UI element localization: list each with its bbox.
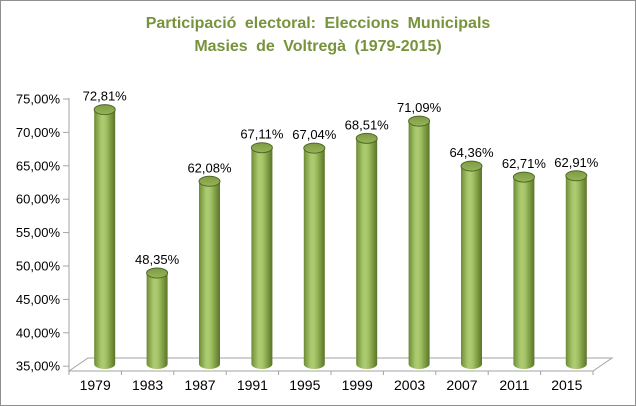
bar-value-label: 62,91% [554, 155, 599, 170]
bar-2015 [565, 175, 587, 369]
x-axis-label: 2003 [394, 377, 425, 393]
bar-2007 [461, 166, 482, 369]
x-axis-label: 2007 [446, 377, 477, 393]
bar-top-2007 [460, 160, 483, 172]
bar-top-1999 [355, 132, 378, 144]
x-axis-label: 1991 [237, 377, 268, 393]
x-axis-label: 1979 [80, 377, 111, 393]
bar-value-label: 68,51% [345, 117, 390, 132]
bar-1983 [146, 273, 168, 369]
bar-top-2011 [512, 171, 535, 183]
x-axis-label: 1983 [132, 377, 163, 393]
x-axis-label: 1999 [342, 377, 373, 393]
bar-top-1987 [198, 175, 221, 187]
y-tick-label: 45,00% [16, 292, 61, 307]
bar-value-label: 64,36% [449, 145, 494, 160]
bar-value-label: 67,11% [240, 127, 284, 142]
x-axis-label: 2011 [499, 377, 529, 393]
bar-value-label: 62,08% [187, 160, 232, 175]
y-tick-label: 70,00% [16, 125, 61, 140]
bar-value-label: 72,81% [83, 89, 128, 104]
bar-top-1991 [250, 142, 273, 154]
bar-top-1995 [303, 142, 326, 154]
x-axis-label: 1987 [184, 377, 215, 393]
bar-top-1983 [146, 267, 169, 279]
bar-2003 [408, 121, 430, 369]
x-axis-label: 2015 [551, 377, 582, 393]
bar-top-2003 [408, 115, 431, 127]
bar-2011 [513, 177, 535, 369]
chart-title: Participació electoral: Eleccions Munici… [1, 12, 635, 58]
bar-1999 [356, 138, 378, 369]
y-tick-label: 65,00% [16, 158, 61, 173]
bar-top-1979 [93, 104, 116, 116]
bar-value-label: 48,35% [135, 252, 180, 267]
y-tick-label: 55,00% [16, 225, 61, 240]
chart-title-line1: Participació electoral: Eleccions Munici… [145, 15, 491, 32]
bar-1979 [94, 109, 116, 369]
bar-top-2015 [565, 170, 588, 182]
bar-value-label: 67,04% [292, 127, 337, 142]
y-tick-label: 35,00% [16, 359, 61, 374]
y-tick-label: 40,00% [16, 325, 61, 340]
y-tick-label: 75,00% [16, 92, 61, 107]
bar-1991 [251, 147, 273, 369]
bar-1987 [199, 181, 220, 369]
bar-value-label: 62,71% [502, 156, 547, 171]
chart-title-line2: Masies de Voltregà (1979-2015) [194, 38, 442, 55]
y-tick-label: 50,00% [16, 259, 61, 274]
bar-1995 [303, 148, 325, 369]
y-tick-label: 60,00% [16, 192, 61, 207]
bar-value-label: 71,09% [397, 100, 442, 115]
x-axis-label: 1995 [289, 377, 320, 393]
